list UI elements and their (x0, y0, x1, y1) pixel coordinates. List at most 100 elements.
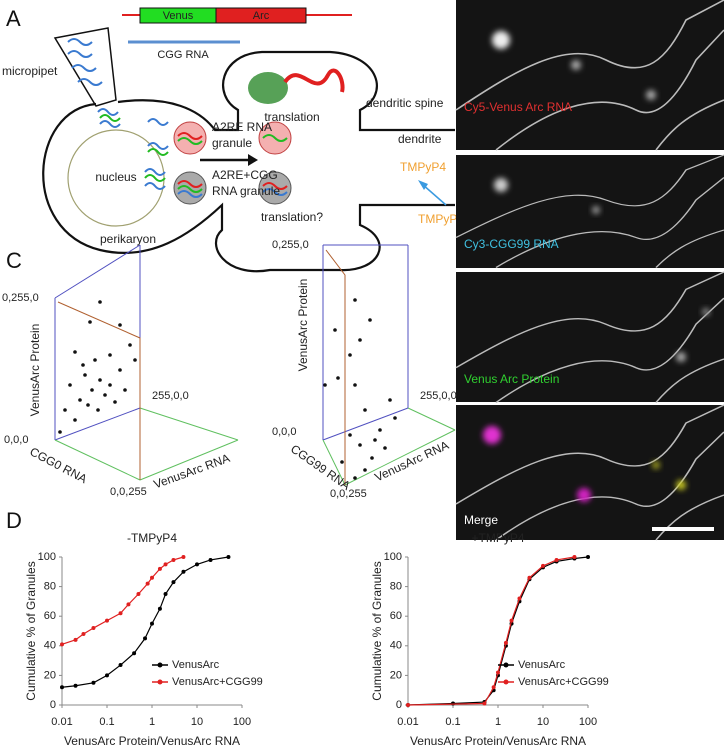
arc-label: Arc (253, 10, 270, 22)
data-point (572, 555, 577, 559)
granule-label: RNA granule (212, 184, 280, 198)
axis-label: CGG0 RNA (27, 444, 89, 486)
mrna-icon (283, 68, 345, 93)
micropipet (53, 27, 117, 107)
granule-label: A2RE RNA (212, 120, 272, 134)
rna (97, 108, 169, 190)
data-point (73, 683, 78, 688)
y-tick-label: 0 (50, 699, 56, 711)
axis-label: VenusArc RNA (152, 451, 232, 492)
y-tick-label: 100 (38, 551, 56, 563)
y-tick-label: 20 (390, 669, 402, 681)
y-tick-label: 60 (390, 610, 402, 622)
y-tick-label: 0 (396, 699, 402, 711)
x-axis-label: VenusArc Protein/VenusArc RNA (410, 734, 586, 748)
data-point (136, 592, 141, 596)
axis-label: VenusArc RNA (372, 438, 450, 485)
rna (99, 114, 169, 182)
data-point (105, 618, 109, 623)
data-point (181, 569, 186, 574)
data-point (118, 611, 123, 616)
corner-label: 0,255,0 (2, 292, 39, 304)
y-tick-label: 80 (44, 581, 56, 593)
arc-box (215, 7, 307, 24)
x-tick-label: 100 (233, 716, 251, 728)
corner-label: 0,0,255 (330, 488, 367, 500)
granule-label: A2RE+CGG (212, 168, 278, 182)
data-point (541, 563, 545, 568)
perikaryon-label: perikaryon (100, 232, 156, 246)
corner-label: 0,0,0 (4, 434, 28, 446)
data-point (171, 580, 176, 585)
chart-title: -TMPyP4 (127, 531, 177, 545)
panel-c-plot: 0,255,0 255,0,0 0,0,0 0,0,255 VenusArc P… (272, 239, 457, 500)
data-point (157, 566, 162, 571)
y-axis-label: Cumulative % of Granules (370, 561, 384, 700)
data-point (91, 626, 96, 631)
data-point (554, 557, 559, 562)
data-point (226, 555, 231, 559)
drug-label: TMPyP4 (418, 212, 464, 226)
data-point (105, 673, 109, 678)
data-point (509, 618, 514, 623)
protein-icon (248, 72, 288, 104)
x-tick-label: 1 (149, 716, 155, 728)
data-point (503, 640, 508, 645)
image-label: Venus Arc Protein (464, 372, 559, 386)
y-axis-label: Cumulative % of Granules (24, 561, 38, 700)
data-point (145, 581, 150, 586)
data-point (208, 557, 213, 562)
y-tick-label: 100 (384, 551, 402, 563)
axis (61, 557, 242, 706)
panel-label: C (6, 248, 22, 273)
legend-marker (157, 679, 163, 685)
y-tick-label: 40 (390, 640, 402, 652)
neuron-outline (42, 50, 455, 273)
y-tick-label: 60 (44, 610, 56, 622)
dendrite-label: dendrite (398, 132, 442, 146)
data-point (157, 606, 162, 611)
data-point (91, 680, 96, 685)
y-tick-label: 20 (44, 669, 56, 681)
panel-label: D (6, 508, 22, 533)
corner-label: 255,0,0 (152, 390, 189, 402)
corner-label: 0,0,255 (110, 486, 147, 498)
data-point (491, 685, 496, 690)
data-point (586, 555, 590, 559)
granule-label: granule (212, 136, 252, 150)
cgg-label: CGG RNA (157, 49, 209, 61)
translation-q-label: translation? (261, 210, 323, 224)
x-tick-label: 1 (495, 716, 501, 728)
data-point (132, 651, 137, 656)
legend-marker (503, 662, 509, 668)
y-tick-label: 80 (390, 581, 402, 593)
axis-label: VenusArc Protein (296, 279, 310, 372)
corner-label: 255,0,0 (420, 390, 457, 402)
panel-b: Cy5-Venus Arc RNA Cy3-CGG99 RNA Venus Ar… (455, 0, 724, 541)
data-point (60, 642, 64, 647)
legend-label: VenusArc (172, 659, 220, 671)
micropipet-label: micropipet (2, 64, 58, 78)
micrograph (456, 0, 724, 150)
translation-label: translation (264, 110, 319, 124)
data-point (60, 685, 64, 690)
x-tick-label: 0.01 (51, 716, 72, 728)
x-tick-label: 10 (537, 716, 549, 728)
data-point (163, 592, 168, 596)
panel-label: A (6, 6, 21, 31)
data-point (517, 596, 522, 601)
axis-label: CGG99 RNA (288, 442, 353, 493)
data-point (73, 637, 78, 642)
data-point (118, 663, 123, 668)
y-tick-label: 40 (44, 640, 56, 652)
panel-a: Venus Arc CGG RNA micropipet nucleus per… (2, 7, 464, 273)
image-label: Cy3-CGG99 RNA (464, 237, 559, 251)
data-point (143, 636, 148, 641)
legend-label: VenusArc+CGG99 (518, 676, 609, 688)
spine-label: dendritic spine (366, 96, 444, 110)
data-point (406, 703, 410, 707)
data-point (163, 562, 168, 567)
image-label: Cy5-Venus Arc RNA (464, 100, 572, 114)
data-point (150, 575, 154, 580)
